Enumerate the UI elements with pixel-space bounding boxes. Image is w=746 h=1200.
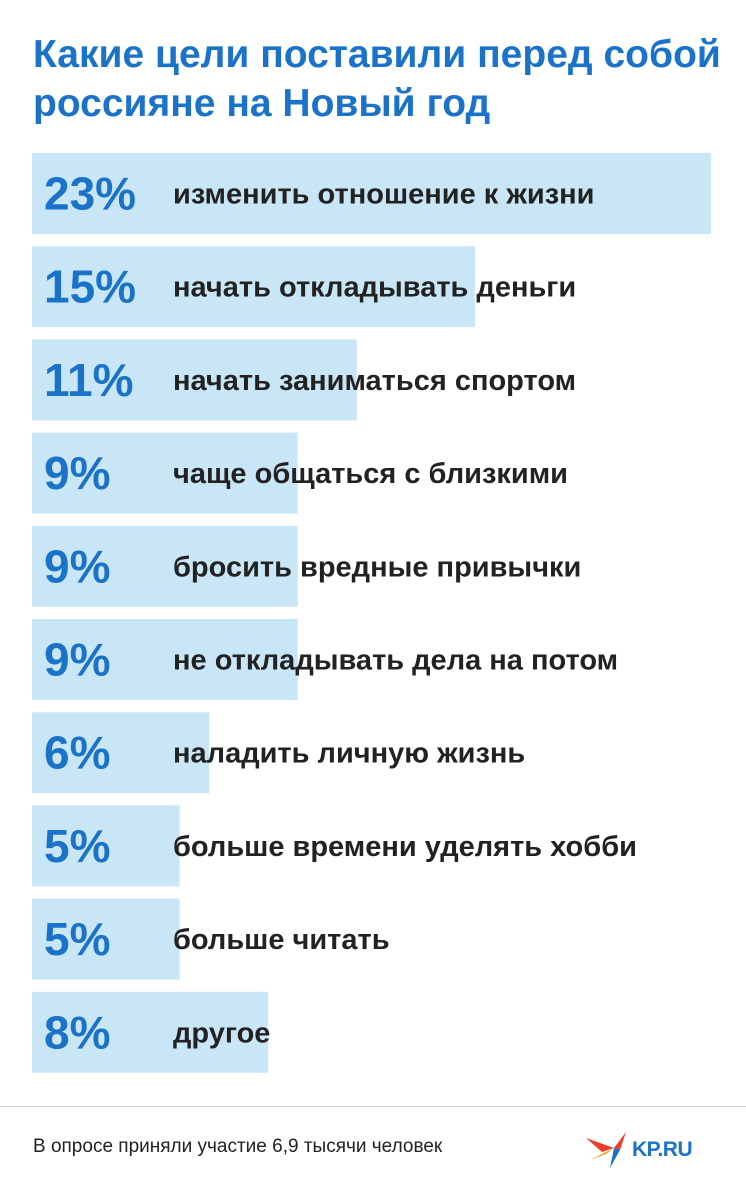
logo-text: KP.RU [632,1138,693,1161]
value-label: 9% [44,540,110,592]
bar [32,805,180,887]
kp-logo[interactable]: KP.RU [584,1130,693,1170]
value-label: 23% [44,168,136,220]
category-label: бросить вредные привычки [173,551,581,583]
category-label: наладить личную жизнь [173,738,525,770]
value-label: 9% [44,634,110,686]
value-label: 8% [44,1006,110,1058]
bar-chart: 23% изменить отношение к жизни 15% начать о… [32,153,711,1073]
value-label: 11% [44,354,134,406]
value-label: 5% [44,820,110,872]
bar [32,991,269,1073]
category-label: не откладывать дела на потом [173,645,618,677]
kp-bird-icon [586,1132,626,1168]
category-label: начать заниматься спортом [173,365,576,397]
category-label: начать откладывать деньги [173,272,576,304]
bar [32,525,298,607]
bar [32,712,210,794]
value-label: 5% [44,913,110,965]
value-label: 9% [44,447,110,499]
bar [32,153,711,234]
footer-divider [0,1106,746,1107]
bar [32,619,298,700]
bar [32,898,180,980]
value-label: 6% [44,727,110,779]
category-label: чаще общаться с близкими [173,458,568,490]
bar [32,246,475,328]
category-label: больше времени уделять хобби [173,831,637,863]
category-label: изменить отношение к жизни [173,179,595,211]
category-label: другое [173,1017,270,1049]
value-label: 15% [44,261,136,313]
survey-note: В опросе приняли участие 6,9 тысячи чело… [33,1136,443,1157]
bar [32,432,298,514]
chart-title: Какие цели поставили перед собой россиян… [33,33,721,125]
category-label: больше читать [173,924,390,956]
bar [32,339,357,421]
